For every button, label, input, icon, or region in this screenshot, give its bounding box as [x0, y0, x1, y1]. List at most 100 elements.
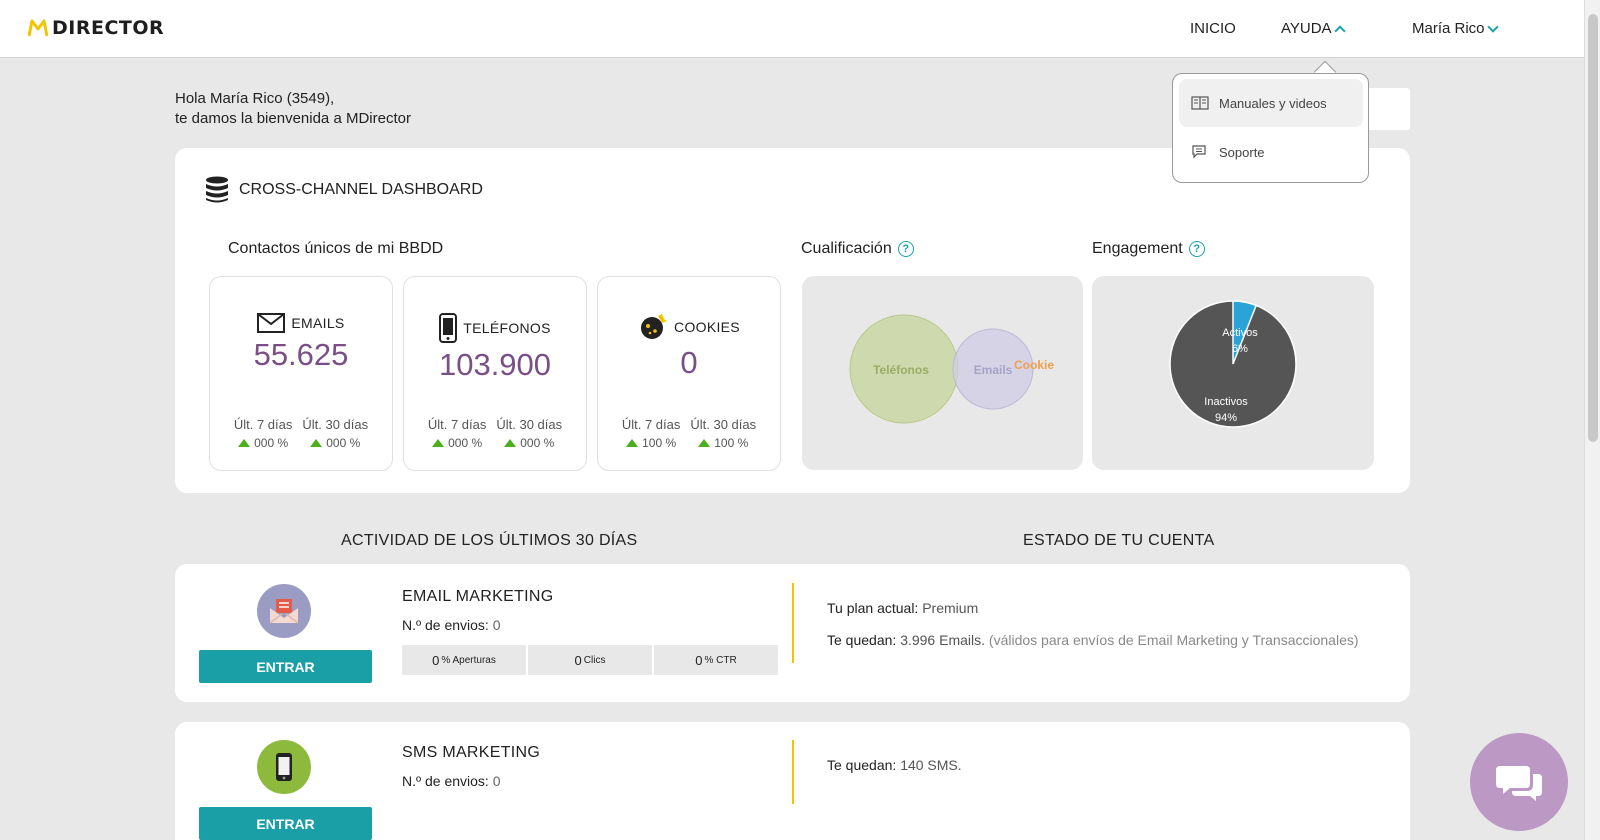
period-7-days: Últ. 7 días 000 % — [428, 417, 487, 450]
period-7-days: Últ. 7 días 000 % — [234, 417, 293, 450]
period-30-days: Últ. 30 días 000 % — [496, 417, 562, 450]
remaining-label: Te quedan: — [827, 632, 897, 648]
engagement-title-text: Engagement — [1092, 240, 1183, 257]
chat-widget-button[interactable] — [1470, 733, 1568, 831]
email-entrar-button[interactable]: ENTRAR — [199, 650, 372, 683]
engagement-pie-panel: Activos 6% Inactivos 94% — [1092, 276, 1374, 470]
dashboard-title: CROSS-CHANNEL DASHBOARD — [205, 176, 483, 204]
engagement-title: Engagement ? — [1092, 240, 1205, 258]
stat-head: EMAILS — [210, 313, 392, 333]
venn-label-telefonos: Teléfonos — [873, 363, 929, 377]
user-name: María Rico — [1412, 20, 1485, 37]
period-label: Últ. 30 días — [690, 417, 757, 432]
pie-pct-activos: 6% — [1232, 343, 1248, 355]
help-question-icon[interactable]: ? — [897, 241, 914, 257]
nav-ayuda[interactable]: AYUDA — [1281, 20, 1346, 37]
period-label: Últ. 7 días — [233, 417, 293, 432]
chevron-down-icon — [1486, 20, 1499, 33]
period-pct: 000 % — [326, 436, 361, 450]
period-pct: 000 % — [448, 436, 483, 450]
stat-head: COOKIES — [598, 313, 780, 341]
sms-sends: N.º de envios: 0 — [402, 773, 501, 789]
account-column-title: ESTADO DE TU CUENTA — [1023, 532, 1215, 549]
dashboard-title-text: CROSS-CHANNEL DASHBOARD — [239, 181, 483, 198]
activity-column-title: ACTIVIDAD DE LOS ÚLTIMOS 30 DÍAS — [341, 532, 638, 549]
yellow-divider — [792, 740, 794, 804]
email-sends-value: 0 — [492, 617, 501, 633]
metric-label: % CTR — [704, 654, 737, 666]
mdirector-logo[interactable]: DIRECTOR — [28, 17, 164, 39]
sms-marketing-icon — [257, 740, 311, 794]
engagement-pie-chart: Activos 6% Inactivos 94% — [1169, 300, 1297, 428]
envelope-icon — [257, 313, 286, 333]
email-marketing-title: EMAIL MARKETING — [402, 588, 554, 605]
qualification-title: Cualificación ? — [801, 240, 914, 258]
sms-sends-value: 0 — [492, 773, 501, 789]
user-menu[interactable]: María Rico — [1412, 20, 1499, 37]
plan-label: Tu plan actual: — [827, 600, 919, 616]
trend-up-icon — [626, 439, 639, 447]
qualification-title-text: Cualificación — [801, 240, 892, 257]
stat-label: EMAILS — [291, 315, 345, 331]
m-logo-icon — [28, 19, 48, 37]
mobile-phone-icon — [439, 313, 458, 343]
pie-slice-activos — [1232, 300, 1258, 365]
period-7-days: Últ. 7 días 100 % — [622, 417, 681, 450]
menu-item-manuales[interactable]: Manuales y videos — [1179, 79, 1363, 127]
page-scrollbar[interactable] — [1584, 0, 1600, 840]
logo-text: DIRECTOR — [52, 17, 165, 39]
sms-remaining-value: 140 SMS. — [900, 757, 962, 773]
email-metrics: 0% Aperturas 0 Clics 0% CTR — [402, 645, 778, 675]
smartphone-icon — [276, 753, 292, 781]
stat-label: COOKIES — [674, 319, 740, 335]
metric-value: 0 — [695, 652, 703, 668]
menu-item-label: Manuales y videos — [1219, 95, 1327, 111]
sms-entrar-button[interactable]: ENTRAR — [199, 807, 372, 840]
stat-value: 0 — [680, 345, 698, 380]
greeting: Hola María Rico (3549), te damos la bien… — [175, 89, 411, 129]
trend-up-icon — [504, 439, 517, 447]
chat-bubbles-icon — [1496, 766, 1542, 801]
database-icon — [206, 176, 228, 203]
pie-label-activos: Activos — [1222, 327, 1258, 339]
trend-up-icon — [310, 439, 323, 447]
scrollbar-thumb[interactable] — [1588, 14, 1598, 442]
email-remaining-line: Te quedan: 3.996 Emails. (válidos para e… — [827, 632, 1359, 648]
nav-inicio[interactable]: INICIO — [1190, 20, 1236, 37]
email-sends: N.º de envios: 0 — [402, 617, 501, 633]
period-30-days: Últ. 30 días 100 % — [690, 417, 756, 450]
metric-value: 0 — [432, 652, 440, 668]
sms-marketing-title: SMS MARKETING — [402, 744, 541, 761]
trend-up-icon — [698, 439, 711, 447]
period-label: Últ. 7 días — [427, 417, 487, 432]
email-marketing-icon — [257, 584, 311, 638]
menu-item-soporte[interactable]: Soporte — [1179, 128, 1363, 176]
period-label: Últ. 30 días — [302, 417, 369, 432]
stat-label: TELÉFONOS — [463, 320, 551, 336]
help-dropdown-menu: Manuales y videos Soporte — [1172, 73, 1369, 183]
period-pct: 100 % — [642, 436, 677, 450]
help-question-icon[interactable]: ? — [1188, 241, 1205, 257]
greeting-line-2: te damos la bienvenida a MDirector — [175, 110, 411, 127]
remaining-note: (válidos para envíos de Email Marketing … — [988, 632, 1359, 648]
stat-periods: Últ. 7 días 000 % Últ. 30 días 000 % — [404, 417, 586, 450]
metric-ctr: 0% CTR — [654, 645, 778, 675]
greeting-line-1: Hola María Rico (3549), — [175, 90, 335, 107]
venn-circle-emails — [952, 328, 1034, 410]
stat-head: TELÉFONOS — [404, 313, 586, 343]
stat-periods: Últ. 7 días 100 % Últ. 30 días 100 % — [598, 417, 780, 450]
sms-sends-label: N.º de envios: — [402, 773, 489, 789]
metric-value: 0 — [574, 652, 582, 668]
yellow-divider — [792, 583, 794, 663]
sms-remaining-label: Te quedan: — [827, 757, 897, 773]
stat-box-telefonos: TELÉFONOS 103.900 Últ. 7 días 000 % Últ.… — [403, 276, 587, 471]
pie-pct-inactivos: 94% — [1215, 412, 1237, 424]
book-icon — [1191, 96, 1209, 110]
plan-value: Premium — [922, 600, 979, 616]
metric-aperturas: 0% Aperturas — [402, 645, 526, 675]
metric-label: % Aperturas — [441, 654, 496, 666]
period-30-days: Últ. 30 días 000 % — [302, 417, 368, 450]
period-pct: 000 % — [254, 436, 289, 450]
pie-label-inactivos: Inactivos — [1204, 396, 1248, 408]
email-sends-label: N.º de envios: — [402, 617, 489, 633]
